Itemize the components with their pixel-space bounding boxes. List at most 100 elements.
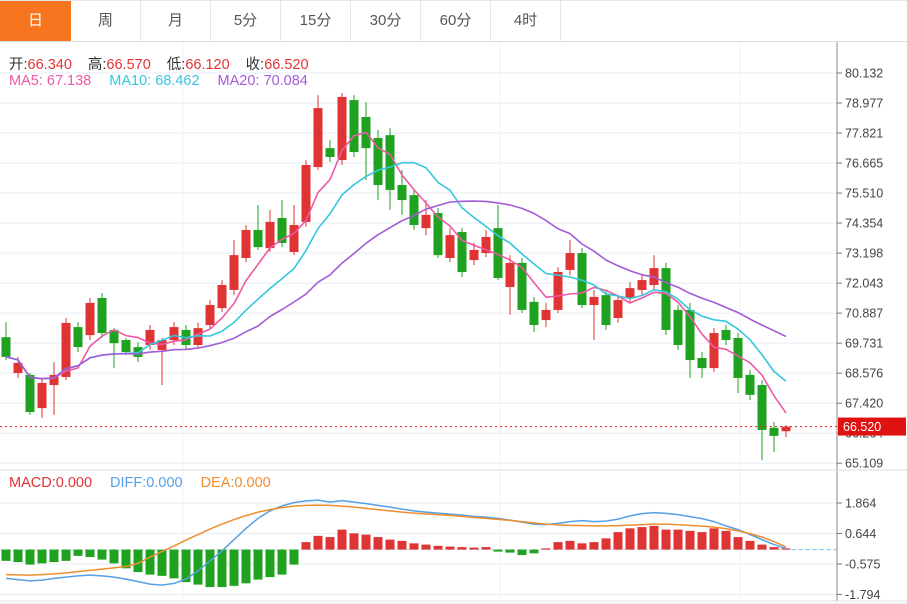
candle-body — [661, 268, 671, 330]
macd-axis-label: -1.794 — [845, 588, 880, 602]
macd-bar — [637, 527, 647, 550]
y-axis-label: 74.354 — [845, 217, 883, 231]
macd-bar — [697, 532, 707, 550]
macd-bar — [769, 547, 779, 550]
candle-body — [781, 426, 791, 432]
macd-bar — [145, 549, 155, 575]
ma10-readout: MA10: 68.462 — [109, 73, 200, 89]
candle-body — [97, 297, 107, 334]
y-axis-label: 65.109 — [845, 457, 883, 471]
tab-day[interactable]: 日 — [0, 1, 71, 41]
tab-30min[interactable]: 30分 — [351, 1, 421, 41]
candles-layer — [1, 93, 791, 461]
low-label: 低: — [166, 57, 186, 73]
macd-bar — [373, 537, 383, 550]
macd-bar — [709, 528, 719, 550]
candle-body — [481, 236, 491, 254]
tab-60min[interactable]: 60分 — [421, 1, 491, 41]
macd-bar — [721, 530, 731, 550]
macd-bar — [433, 545, 443, 550]
macd-bar — [85, 549, 95, 558]
macd-bar — [589, 542, 599, 550]
macd-bar — [565, 540, 575, 550]
candle-body — [601, 295, 611, 325]
macd-bar — [409, 543, 419, 550]
macd-bar — [277, 549, 287, 575]
candle-body — [373, 137, 383, 185]
candle-body — [1, 337, 11, 357]
tab-month[interactable]: 月 — [141, 1, 211, 41]
candle-body — [577, 253, 587, 305]
diff-line — [5, 499, 787, 586]
ohlc-readout: 开:66.340 高:66.570 低:66.120 收:66.520 — [9, 53, 325, 74]
candle-body — [397, 185, 407, 201]
tab-5min[interactable]: 5分 — [211, 1, 281, 41]
candle-body — [37, 382, 47, 409]
macd-bar — [61, 549, 71, 561]
tab-4hour[interactable]: 4时 — [491, 1, 561, 41]
y-axis-label: 78.977 — [845, 97, 883, 111]
macd-bar — [265, 549, 275, 578]
candle-body — [205, 305, 215, 325]
macd-bar — [49, 549, 59, 563]
macd-bar — [289, 549, 299, 565]
y-axis-label: 70.887 — [845, 307, 883, 321]
candle-body — [565, 253, 575, 270]
tab-week[interactable]: 周 — [71, 1, 141, 41]
macd-bar — [553, 542, 563, 550]
candle-body — [277, 217, 287, 243]
macd-bar — [73, 549, 83, 556]
low-value: 66.120 — [185, 57, 230, 73]
macd-bar — [337, 529, 347, 550]
candle-body — [61, 322, 71, 377]
candle-body — [109, 329, 119, 344]
macd-bar — [445, 546, 455, 550]
macd-bar — [157, 549, 167, 576]
macd-bar — [205, 549, 215, 588]
macd-bar — [421, 544, 431, 550]
macd-bar — [517, 549, 527, 556]
candle-body — [145, 329, 155, 345]
candle-body — [409, 195, 419, 225]
macd-bar — [169, 549, 179, 579]
macd-bar — [613, 532, 623, 550]
macd-axis-label: 1.864 — [845, 497, 876, 511]
tab-15min[interactable]: 15分 — [281, 1, 351, 41]
high-value: 66.570 — [106, 57, 151, 73]
right-axis: 80.132 78.977 77.821 76.665 75.510 74.354 73.1… — [0, 41, 907, 602]
macd-bar — [313, 535, 323, 550]
y-axis-label: 76.665 — [845, 157, 883, 171]
candle-body — [241, 229, 251, 258]
candle-body — [469, 249, 479, 261]
macd-bar — [193, 549, 203, 585]
macd-bar — [109, 549, 119, 564]
macd-bar — [649, 525, 659, 550]
macd-bar — [361, 534, 371, 550]
ma20-line — [5, 200, 787, 380]
ma-readout: MA5: 67.138 MA10: 68.462 MA20: 70.084 — [9, 73, 308, 89]
macd-bar — [349, 533, 359, 550]
candle-body — [637, 280, 647, 290]
candle-body — [229, 255, 239, 290]
candle-body — [745, 374, 755, 395]
high-label: 高: — [87, 57, 107, 73]
y-axis-label: 75.510 — [845, 187, 883, 201]
macd-value-readout: MACD:0.000 — [9, 475, 93, 491]
candle-body — [757, 385, 767, 430]
candle-body — [721, 329, 731, 341]
macd-bar — [241, 549, 251, 584]
ma20-readout: MA20: 70.084 — [217, 73, 308, 89]
y-axis-label: 69.731 — [845, 337, 883, 351]
macd-bar — [385, 539, 395, 550]
macd-bar — [217, 549, 227, 588]
candle-body — [553, 272, 563, 310]
y-axis-label: 77.821 — [845, 127, 883, 141]
y-axis-label: 68.576 — [845, 367, 883, 381]
candle-body — [421, 214, 431, 229]
candle-body — [169, 327, 179, 341]
macd-bar — [757, 544, 767, 550]
macd-bar — [229, 549, 239, 586]
macd-bar — [181, 549, 191, 583]
